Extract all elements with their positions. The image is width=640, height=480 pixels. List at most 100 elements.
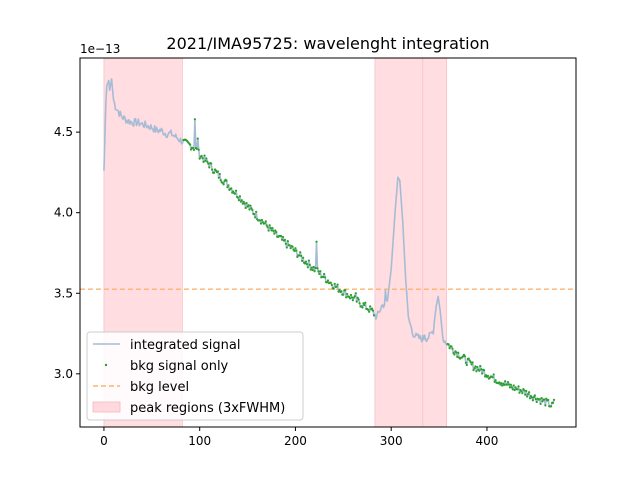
- x-tick-label: 100: [188, 434, 211, 448]
- bkg-point: [259, 222, 263, 225]
- bkg-point: [258, 219, 262, 222]
- bkg-point: [533, 394, 536, 397]
- bkg-point: [238, 195, 242, 198]
- bkg-point: [448, 347, 451, 350]
- bkg-point: [457, 351, 460, 354]
- bkg-point: [472, 369, 475, 372]
- bkg-point: [364, 301, 367, 304]
- bkg-point: [486, 374, 490, 377]
- bkg-point: [316, 267, 319, 270]
- bkg-point: [530, 396, 534, 399]
- bkg-point: [481, 372, 484, 375]
- bkg-point: [243, 202, 246, 205]
- bkg-point: [476, 366, 479, 369]
- bkg-point: [232, 190, 235, 193]
- bkg-point: [447, 343, 450, 346]
- bkg-point: [494, 379, 497, 382]
- bkg-point: [251, 208, 254, 212]
- bkg-point: [200, 154, 203, 158]
- bkg-point: [195, 147, 198, 151]
- bkg-point: [305, 263, 309, 266]
- bkg-point: [230, 187, 233, 190]
- bkg-point: [513, 388, 516, 392]
- bkg-point: [315, 240, 318, 243]
- bkg-point: [286, 240, 289, 243]
- bkg-point: [512, 384, 515, 387]
- bkg-point: [293, 249, 296, 253]
- bkg-point: [535, 400, 538, 404]
- bkg-point: [234, 192, 237, 195]
- bkg-point: [357, 298, 360, 301]
- bkg-point: [344, 289, 347, 292]
- bkg-point: [295, 249, 298, 252]
- bkg-point: [267, 229, 270, 232]
- bkg-point: [300, 254, 303, 257]
- bkg-point: [299, 251, 302, 254]
- bkg-point: [309, 268, 312, 271]
- bkg-point: [317, 270, 320, 273]
- bkg-point: [371, 309, 375, 312]
- bkg-point: [207, 162, 210, 165]
- bkg-point: [368, 310, 371, 313]
- bkg-point: [319, 270, 322, 273]
- bkg-point: [304, 260, 308, 263]
- bkg-point: [506, 381, 510, 384]
- bkg-point: [504, 380, 507, 383]
- bkg-point: [240, 199, 243, 202]
- x-tick-label: 200: [284, 434, 307, 448]
- bkg-point: [492, 373, 495, 376]
- bkg-point: [298, 254, 301, 257]
- bkg-point: [264, 220, 267, 223]
- bkg-point: [283, 238, 287, 241]
- bkg-point: [314, 266, 317, 270]
- bkg-point: [326, 279, 330, 282]
- bkg-point: [255, 210, 258, 213]
- bkg-point: [358, 302, 361, 305]
- bkg-point: [307, 259, 310, 262]
- legend-box: [86, 331, 304, 421]
- bkg-point: [336, 283, 339, 286]
- bkg-point: [543, 398, 546, 401]
- bkg-point: [289, 247, 292, 250]
- bkg-point: [281, 235, 285, 239]
- bkg-point: [355, 300, 358, 303]
- bkg-point: [479, 364, 482, 368]
- bkg-point: [204, 159, 207, 162]
- bkg-point: [349, 293, 353, 297]
- bkg-point: [291, 245, 294, 248]
- bkg-point: [342, 293, 345, 296]
- bkg-point: [463, 355, 467, 358]
- bkg-point: [211, 168, 214, 171]
- bkg-point: [524, 393, 527, 396]
- bkg-point: [332, 287, 335, 290]
- bkg-point: [288, 244, 291, 247]
- chart-title: 2021/IMA95725: wavelenght integration: [166, 34, 489, 53]
- bkg-point: [501, 384, 504, 387]
- legend-peak-label: peak regions (3xFWHM): [130, 401, 285, 416]
- bkg-point: [234, 189, 238, 192]
- bkg-point: [219, 179, 222, 182]
- bkg-point: [312, 265, 315, 269]
- y-tick-label: 3.5: [54, 286, 73, 300]
- legend-bkg-level-label: bkg level: [130, 380, 189, 395]
- bkg-point: [271, 227, 274, 230]
- bkg-point: [532, 396, 535, 399]
- bkg-point: [451, 347, 454, 350]
- bkg-point: [491, 376, 494, 379]
- bkg-point: [351, 299, 354, 302]
- bkg-point: [517, 385, 520, 388]
- x-tick-label: 0: [100, 434, 108, 448]
- bkg-point: [350, 296, 354, 299]
- bkg-point: [222, 183, 225, 186]
- bkg-point: [323, 272, 326, 276]
- bkg-point: [201, 156, 204, 160]
- y-tick-label: 3.0: [54, 367, 73, 381]
- bkg-point: [227, 184, 230, 187]
- bkg-point: [225, 179, 228, 182]
- bkg-point: [280, 238, 284, 241]
- bkg-point: [354, 292, 357, 295]
- bkg-point: [503, 383, 506, 386]
- bkg-point: [531, 399, 535, 402]
- bkg-point: [348, 297, 352, 300]
